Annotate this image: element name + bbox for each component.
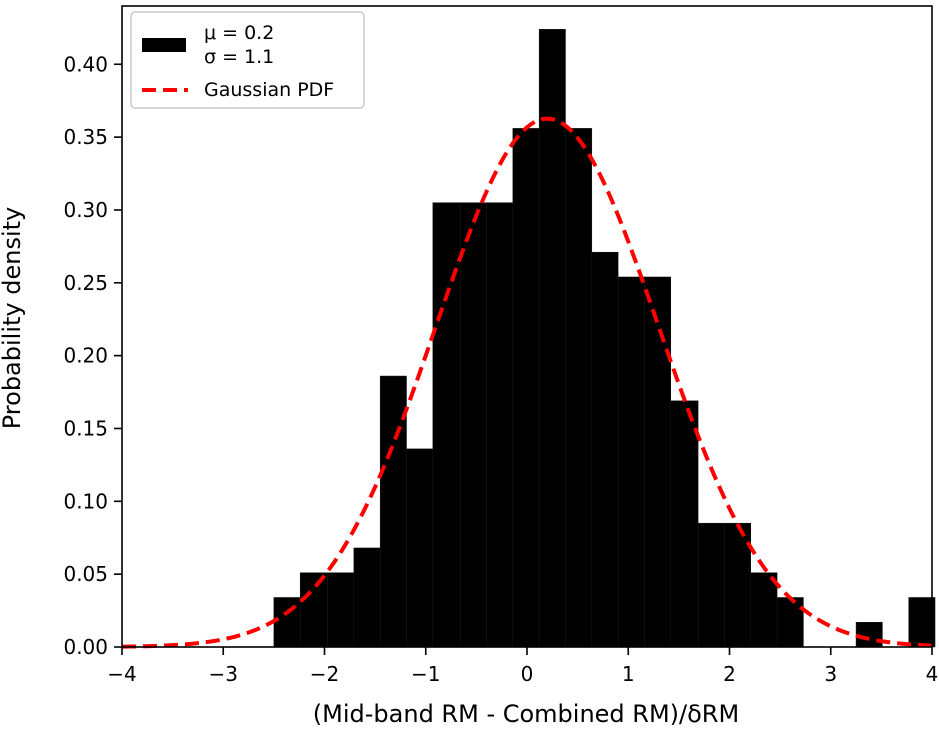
histogram-bar bbox=[670, 400, 699, 648]
x-tick-label: 3 bbox=[824, 662, 837, 686]
histogram-bar bbox=[512, 128, 540, 648]
histogram-bar bbox=[908, 597, 936, 648]
legend-histogram-swatch bbox=[142, 38, 186, 52]
histogram-bar bbox=[855, 621, 883, 648]
y-tick-label: 0.05 bbox=[63, 562, 108, 586]
y-tick-label: 0.20 bbox=[63, 344, 108, 368]
y-tick-label: 0.40 bbox=[63, 52, 108, 76]
x-tick-label: 2 bbox=[723, 662, 736, 686]
x-tick-label: 1 bbox=[622, 662, 635, 686]
histogram-bars bbox=[273, 29, 936, 648]
x-tick-label: 4 bbox=[926, 662, 939, 686]
legend-box bbox=[130, 11, 365, 109]
legend: μ = 0.2 σ = 1.1 Gaussian PDF bbox=[130, 11, 365, 109]
histogram-bar bbox=[459, 202, 487, 648]
histogram-bar bbox=[776, 597, 804, 648]
x-tick-label: 0 bbox=[521, 662, 534, 686]
gaussian-pdf-curve bbox=[121, 116, 933, 649]
x-tick-label: −1 bbox=[411, 662, 440, 686]
legend-sigma-label: σ = 1.1 bbox=[204, 46, 274, 68]
y-tick-label: 0.35 bbox=[63, 125, 108, 149]
x-tick-label: −2 bbox=[310, 662, 339, 686]
histogram-bar bbox=[750, 572, 778, 648]
histogram-bar bbox=[617, 276, 645, 648]
x-axis-ticks: −4 −3 −2 −1 0 1 2 3 4 bbox=[107, 647, 938, 686]
histogram-bar bbox=[697, 522, 725, 648]
histogram-bar bbox=[327, 572, 355, 648]
histogram-bar bbox=[406, 448, 434, 648]
histogram-bar bbox=[538, 29, 566, 648]
histogram-bar bbox=[432, 202, 461, 648]
histogram-bar bbox=[565, 128, 593, 648]
histogram-bar bbox=[486, 202, 514, 648]
y-tick-label: 0.30 bbox=[63, 198, 108, 222]
histogram-bar bbox=[273, 597, 301, 648]
legend-mu-label: μ = 0.2 bbox=[204, 22, 274, 44]
y-tick-label: 0.15 bbox=[63, 416, 108, 440]
x-tick-label: −4 bbox=[107, 662, 136, 686]
histogram-bar bbox=[724, 522, 752, 648]
histogram-bar bbox=[591, 251, 619, 648]
histogram-bar bbox=[644, 276, 672, 648]
x-axis-label: (Mid-band RM - Combined RM)/δRM bbox=[313, 700, 739, 728]
y-axis-label: Probability density bbox=[0, 207, 26, 430]
x-tick-label: −3 bbox=[209, 662, 238, 686]
y-axis-ticks: 0.00 0.05 0.10 0.15 0.20 0.25 0.30 0.35 0.40 bbox=[63, 52, 122, 659]
y-tick-label: 0.10 bbox=[63, 489, 108, 513]
histogram-bar bbox=[379, 375, 407, 648]
histogram-bar bbox=[353, 547, 381, 648]
legend-gaussian-label: Gaussian PDF bbox=[204, 79, 334, 101]
y-tick-label: 0.25 bbox=[63, 271, 108, 295]
histogram-bar bbox=[299, 572, 328, 648]
y-tick-label: 0.00 bbox=[63, 635, 108, 659]
